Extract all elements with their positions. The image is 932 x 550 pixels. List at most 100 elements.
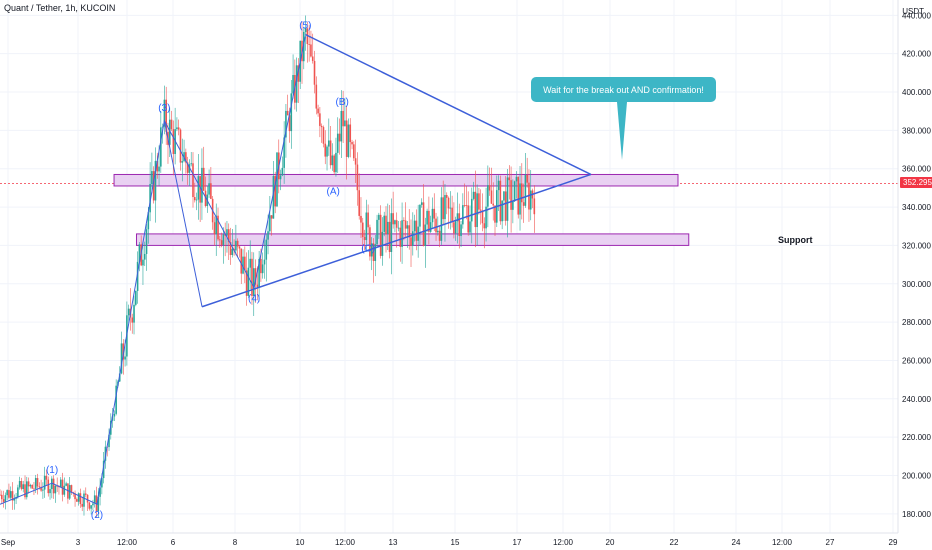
x-tick-label: 24 <box>732 538 741 547</box>
x-tick-label: 12:00 <box>553 538 574 547</box>
candle-body <box>444 195 446 220</box>
candle-body <box>290 93 293 132</box>
candle-body <box>181 161 184 163</box>
candle-body <box>43 475 46 490</box>
x-tick-label: Sep <box>1 538 16 547</box>
candle-body <box>328 140 330 147</box>
candle-body <box>488 185 491 191</box>
candle-body <box>190 163 193 165</box>
candle-body <box>347 124 350 157</box>
candle-body <box>220 240 223 245</box>
candle-body <box>38 486 41 488</box>
candle-body <box>56 485 58 487</box>
x-tick-label: 10 <box>296 538 305 547</box>
wave-label: (5) <box>299 20 311 31</box>
candle-body <box>403 220 405 222</box>
candle-body <box>353 144 355 159</box>
wave-label: (2) <box>91 510 103 521</box>
candle-body <box>258 258 260 288</box>
candle-body <box>397 227 400 229</box>
grid <box>0 0 898 533</box>
candle-body <box>279 175 282 180</box>
currency-label: USDT <box>902 7 924 16</box>
x-tick-label: 15 <box>451 538 460 547</box>
candle-body <box>292 74 294 94</box>
candle-body <box>503 191 505 201</box>
candle-body <box>340 110 343 142</box>
callout-note[interactable]: Wait for the break out AND confirmation! <box>531 77 716 102</box>
candle-body <box>281 167 284 176</box>
candle-body <box>27 481 30 487</box>
candle-body <box>92 503 94 506</box>
candle-body <box>254 268 257 285</box>
candle-body <box>242 256 244 274</box>
candle-body <box>193 197 196 201</box>
candle-body <box>335 152 337 173</box>
candle-body <box>497 180 500 191</box>
x-tick-label: 12:00 <box>117 538 138 547</box>
candle-body <box>487 185 489 207</box>
candle-body <box>304 28 307 32</box>
candle-body <box>458 213 461 237</box>
candle-body <box>329 140 332 166</box>
candle-body <box>283 137 285 168</box>
candle-body <box>170 119 173 130</box>
candle-body <box>47 479 50 494</box>
candle-body <box>472 191 475 199</box>
candle-body <box>210 183 212 199</box>
candle-body <box>176 127 178 130</box>
wave-and-triangle-lines <box>0 33 627 505</box>
candle-body <box>463 205 466 206</box>
candle-body <box>297 65 300 82</box>
candle-body <box>40 486 42 491</box>
candle-body <box>188 164 191 173</box>
candle-body <box>52 478 55 494</box>
candle-body <box>336 133 339 153</box>
candle-body <box>143 253 146 260</box>
candle-body <box>136 261 139 291</box>
candle-body <box>86 494 89 503</box>
candle-body <box>0 494 3 500</box>
candle-body <box>120 343 123 374</box>
candle-body <box>276 152 278 207</box>
candle-body <box>31 485 33 489</box>
candle-body <box>124 356 126 360</box>
candle-body <box>286 110 289 116</box>
candle-body <box>18 481 21 488</box>
candle-body <box>151 171 153 184</box>
wave-label: (4) <box>248 294 260 305</box>
candle-body <box>322 127 325 144</box>
candle-body <box>138 244 141 262</box>
candle-body <box>265 239 268 260</box>
y-tick-label: 260.000 <box>902 356 931 365</box>
candle-body <box>521 183 523 203</box>
candle-body <box>201 167 203 203</box>
y-tick-label: 220.000 <box>902 433 931 442</box>
candle-body <box>247 267 250 296</box>
x-tick-label: 20 <box>606 538 615 547</box>
candle-body <box>508 177 511 181</box>
x-tick-label: 22 <box>670 538 679 547</box>
candle-body <box>235 240 237 251</box>
candle-body <box>365 212 368 241</box>
candle-body <box>388 221 391 252</box>
candle-body <box>244 256 246 271</box>
candle-body <box>302 31 305 62</box>
x-tick-label: 13 <box>389 538 398 547</box>
y-tick-label: 180.000 <box>902 510 931 519</box>
candle-body <box>261 264 264 274</box>
candle-body <box>185 152 187 163</box>
candle-body <box>469 221 471 233</box>
candle-body <box>369 227 371 257</box>
candle-body <box>367 212 369 228</box>
candle-body <box>392 213 394 225</box>
candle-body <box>147 212 150 230</box>
last-price-tag: 352.295 <box>900 177 932 189</box>
candle-body <box>395 220 398 228</box>
candle-body <box>517 176 520 215</box>
candle-body <box>470 198 473 222</box>
candle-body <box>61 479 64 495</box>
candle-body <box>95 495 98 512</box>
y-tick-label: 420.000 <box>902 50 931 59</box>
